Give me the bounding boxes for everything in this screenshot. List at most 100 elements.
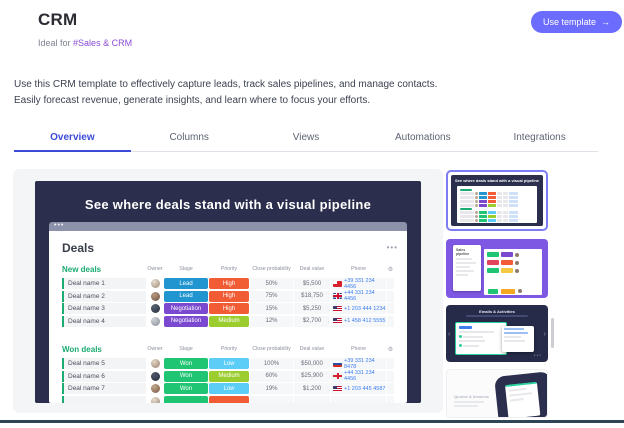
group-name[interactable]: Won deals bbox=[62, 344, 102, 354]
priority-chip[interactable]: Low bbox=[209, 383, 249, 394]
phone-cell[interactable]: +39 331 234 8478 bbox=[331, 357, 386, 370]
stage-cell[interactable]: Negotiation bbox=[164, 303, 208, 314]
board-menu-icon[interactable]: ••• bbox=[386, 243, 398, 252]
priority-cell[interactable]: Medium bbox=[209, 370, 249, 382]
thumbnail-quotes-invoices[interactable]: Quotes & Invoices bbox=[446, 369, 548, 418]
priority-cell[interactable]: Low bbox=[209, 383, 249, 394]
close-probability-cell[interactable] bbox=[250, 395, 293, 403]
priority-chip[interactable]: Medium bbox=[209, 315, 249, 327]
close-probability-cell[interactable]: 100% bbox=[250, 358, 293, 369]
priority-cell[interactable]: Medium bbox=[209, 315, 249, 327]
column-header-close-probability[interactable]: Close probability bbox=[252, 266, 291, 272]
deal-value-cell[interactable]: $18,750 bbox=[294, 290, 330, 302]
priority-chip[interactable] bbox=[209, 395, 249, 403]
priority-chip[interactable]: Low bbox=[209, 358, 249, 369]
thumbnail-pipeline-selected[interactable]: See where deals stand with a visual pipe… bbox=[446, 170, 548, 231]
stage-cell[interactable]: Lead bbox=[164, 278, 208, 289]
stage-cell[interactable]: Won bbox=[164, 370, 208, 382]
column-header-close-probability[interactable]: Close probability bbox=[252, 346, 291, 352]
phone-number[interactable]: +39 331 234 8478 bbox=[344, 357, 375, 370]
owner-cell[interactable] bbox=[147, 303, 163, 314]
deal-name-cell[interactable]: Deal name 1 bbox=[62, 278, 146, 289]
stage-chip[interactable]: Lead bbox=[164, 278, 208, 289]
priority-cell[interactable]: Low bbox=[209, 358, 249, 369]
column-header-priority[interactable]: Priority bbox=[220, 266, 238, 272]
phone-cell[interactable]: +1 203 445 4587 bbox=[331, 383, 386, 394]
table-row[interactable]: Deal name 7 Won Low 19% $1,200 +1 203 44… bbox=[62, 383, 402, 394]
deal-name-cell[interactable]: Deal name 7 bbox=[62, 383, 146, 394]
deal-name-cell[interactable]: Deal name 4 bbox=[62, 315, 146, 327]
deal-value-cell[interactable] bbox=[294, 395, 330, 403]
phone-cell[interactable]: +39 331 234 4456 bbox=[331, 278, 386, 290]
phone-number[interactable]: +44 331 234 4456 bbox=[344, 290, 375, 302]
table-row[interactable]: Deal name 6 Won Medium 60% $25,900 +44 3… bbox=[62, 370, 402, 382]
column-header-owner[interactable]: Owner bbox=[147, 266, 163, 272]
deal-name-cell[interactable]: Deal name 2 bbox=[62, 290, 146, 302]
phone-number[interactable]: +1 203 445 4587 bbox=[344, 385, 386, 392]
thumbnail-scrollbar[interactable] bbox=[551, 318, 554, 348]
priority-cell[interactable]: High bbox=[209, 278, 249, 289]
phone-cell[interactable]: +44 331 234 4456 bbox=[331, 370, 386, 382]
arrow-left-icon[interactable]: ‹ bbox=[448, 331, 451, 338]
tab-views[interactable]: Views bbox=[292, 132, 320, 143]
priority-cell[interactable]: High bbox=[209, 303, 249, 314]
sales-crm-tag-link[interactable]: #Sales & CRM bbox=[73, 38, 133, 48]
group-name[interactable]: New deals bbox=[62, 264, 102, 274]
thumbnail-emails-activities[interactable]: Emails & Activities ‹ › ••• bbox=[446, 305, 548, 362]
thumbnail-sales-pipeline[interactable]: Sales pipeline bbox=[446, 239, 548, 298]
settings-gear-icon[interactable]: ⚙ bbox=[387, 266, 394, 273]
phone-number[interactable]: +1 458 412 5555 bbox=[344, 318, 386, 324]
use-template-button[interactable]: Use template → bbox=[531, 11, 623, 33]
column-header-owner[interactable]: Owner bbox=[147, 346, 163, 352]
stage-chip[interactable]: Negotiation bbox=[164, 315, 208, 327]
tab-automations[interactable]: Automations bbox=[394, 132, 451, 143]
phone-number[interactable]: +1 203 444 1234 bbox=[344, 305, 386, 312]
deal-value-cell[interactable]: $25,900 bbox=[294, 370, 330, 382]
owner-cell[interactable] bbox=[147, 278, 163, 289]
table-row[interactable]: Deal name 5 Won Low 100% $50,000 +39 331… bbox=[62, 357, 402, 370]
stage-cell[interactable] bbox=[164, 395, 208, 403]
priority-chip[interactable]: High bbox=[209, 303, 249, 314]
table-row[interactable]: Deal name 3 Negotiation High 15% $5,250 … bbox=[62, 303, 402, 314]
owner-cell[interactable] bbox=[147, 396, 163, 403]
owner-cell[interactable] bbox=[147, 383, 163, 394]
column-header-phone[interactable]: Phone bbox=[350, 266, 366, 272]
close-probability-cell[interactable]: 60% bbox=[250, 370, 293, 382]
tab-overview[interactable]: Overview bbox=[14, 126, 131, 152]
tab-integrations[interactable]: Integrations bbox=[513, 132, 566, 143]
arrow-right-icon[interactable]: › bbox=[543, 331, 546, 338]
priority-chip[interactable]: High bbox=[209, 290, 249, 302]
tab-columns[interactable]: Columns bbox=[169, 132, 209, 143]
column-header-stage[interactable]: Stage bbox=[179, 266, 193, 272]
deal-value-cell[interactable]: $50,000 bbox=[294, 358, 330, 369]
stage-chip[interactable]: Won bbox=[164, 370, 208, 382]
column-header-deal-value[interactable]: Deal value bbox=[299, 346, 325, 352]
stage-cell[interactable]: Won bbox=[164, 358, 208, 369]
column-header-deal-value[interactable]: Deal value bbox=[299, 266, 325, 272]
stage-chip[interactable] bbox=[164, 395, 208, 403]
stage-cell[interactable]: Negotiation bbox=[164, 315, 208, 327]
phone-cell[interactable]: +1 203 444 1234 bbox=[331, 303, 386, 314]
deal-name-cell[interactable]: Deal name 3 bbox=[62, 303, 146, 314]
column-header-stage[interactable]: Stage bbox=[179, 346, 193, 352]
stage-chip[interactable]: Lead bbox=[164, 290, 208, 302]
deal-name-cell[interactable] bbox=[62, 395, 146, 403]
phone-number[interactable]: +44 331 234 4456 bbox=[344, 370, 375, 382]
owner-cell[interactable] bbox=[147, 371, 163, 382]
deal-name-cell[interactable]: Deal name 6 bbox=[62, 370, 146, 382]
stage-cell[interactable]: Won bbox=[164, 383, 208, 394]
stage-chip[interactable]: Won bbox=[164, 383, 208, 394]
priority-chip[interactable]: High bbox=[209, 278, 249, 289]
close-probability-cell[interactable]: 12% bbox=[250, 315, 293, 327]
stage-chip[interactable]: Won bbox=[164, 358, 208, 369]
close-probability-cell[interactable]: 15% bbox=[250, 303, 293, 314]
priority-cell[interactable] bbox=[209, 395, 249, 403]
close-probability-cell[interactable]: 50% bbox=[250, 278, 293, 289]
owner-cell[interactable] bbox=[147, 358, 163, 369]
table-row[interactable]: Deal name 2 Lead High 75% $18,750 +44 33… bbox=[62, 290, 402, 302]
owner-cell[interactable] bbox=[147, 316, 163, 327]
priority-cell[interactable]: High bbox=[209, 290, 249, 302]
column-header-priority[interactable]: Priority bbox=[220, 346, 238, 352]
close-probability-cell[interactable]: 19% bbox=[250, 383, 293, 394]
deal-value-cell[interactable]: $5,250 bbox=[294, 303, 330, 314]
